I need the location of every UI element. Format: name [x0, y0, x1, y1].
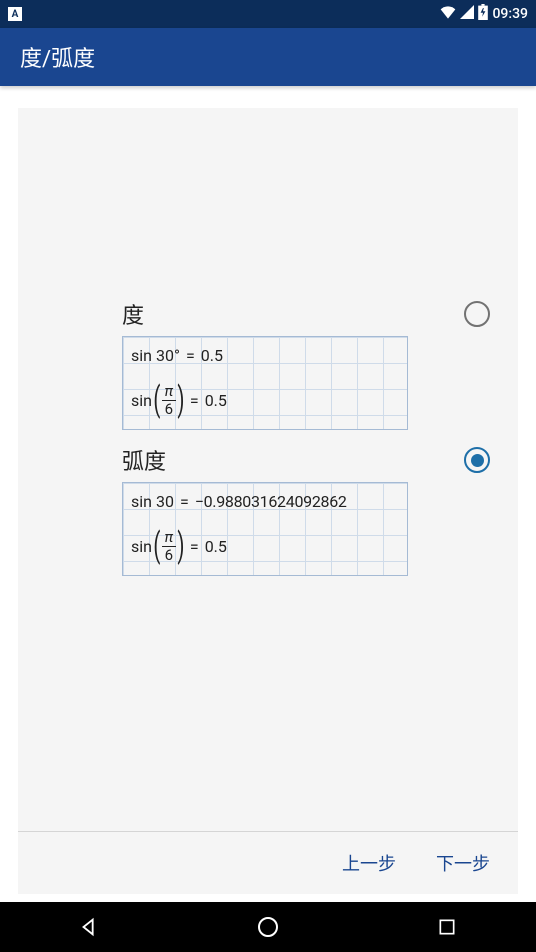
nav-back-icon[interactable]: [77, 915, 101, 939]
val-text: 0.5: [201, 346, 223, 365]
navigation-bar: [0, 902, 536, 952]
left-paren-icon: (: [153, 383, 160, 417]
radian-radio[interactable]: [464, 447, 490, 473]
frac-den: 6: [162, 400, 176, 417]
content: 度 sin 30° = 0.5 sin (: [0, 86, 536, 902]
battery-icon: [478, 4, 488, 24]
status-right: 09:39: [440, 4, 528, 24]
right-paren-icon: ): [177, 383, 184, 417]
signal-icon: [460, 5, 474, 23]
val-text: 0.5: [205, 537, 227, 556]
wifi-icon: [440, 5, 456, 23]
app-title: 度/弧度: [20, 41, 95, 73]
left-paren-icon: (: [153, 529, 160, 563]
equals-text: =: [190, 391, 199, 410]
frac-num: π: [163, 384, 176, 400]
radian-eq-1: sin 30 = −0.988031624092862: [127, 487, 403, 515]
radian-eq-2: sin ( π 6 ) = 0.5: [127, 521, 403, 571]
equals-text: =: [190, 537, 199, 556]
radian-label: 弧度: [122, 444, 166, 476]
keyboard-indicator-icon: A: [8, 7, 22, 21]
card: 度 sin 30° = 0.5 sin (: [18, 108, 518, 894]
nav-recent-icon[interactable]: [435, 915, 459, 939]
func-text: sin: [131, 346, 152, 365]
degree-eq-1: sin 30° = 0.5: [127, 341, 403, 369]
equals-text: =: [186, 346, 195, 365]
status-left: A: [8, 7, 22, 21]
func-text: sin: [131, 537, 152, 556]
next-button[interactable]: 下一步: [436, 850, 490, 876]
equals-text: =: [180, 492, 189, 511]
degree-equations-box: sin 30° = 0.5 sin ( π 6 ): [122, 336, 408, 430]
fraction: π 6: [162, 384, 176, 417]
func-text: sin: [131, 492, 152, 511]
arg-text: 30: [156, 492, 174, 511]
radian-option-row[interactable]: 弧度: [122, 444, 504, 476]
status-time: 09:39: [492, 6, 528, 22]
arg-text: 30°: [156, 346, 180, 365]
nav-home-icon[interactable]: [256, 915, 280, 939]
degree-label: 度: [122, 298, 144, 330]
fraction: π 6: [162, 530, 176, 563]
right-paren-icon: ): [177, 529, 184, 563]
degree-radio[interactable]: [464, 301, 490, 327]
frac-num: π: [163, 530, 176, 546]
val-text: −0.988031624092862: [195, 492, 347, 511]
val-text: 0.5: [205, 391, 227, 410]
degree-eq-2: sin ( π 6 ) = 0.5: [127, 375, 403, 425]
card-body: 度 sin 30° = 0.5 sin (: [18, 108, 518, 831]
radian-equations-box: sin 30 = −0.988031624092862 sin ( π 6: [122, 482, 408, 576]
degree-option-row[interactable]: 度: [122, 298, 504, 330]
func-text: sin: [131, 391, 152, 410]
bottom-gap: [18, 894, 518, 902]
card-footer: 上一步 下一步: [18, 831, 518, 894]
status-bar: A 09:39: [0, 0, 536, 28]
frac-den: 6: [162, 546, 176, 563]
app-bar: 度/弧度: [0, 28, 536, 86]
prev-button[interactable]: 上一步: [342, 850, 396, 876]
